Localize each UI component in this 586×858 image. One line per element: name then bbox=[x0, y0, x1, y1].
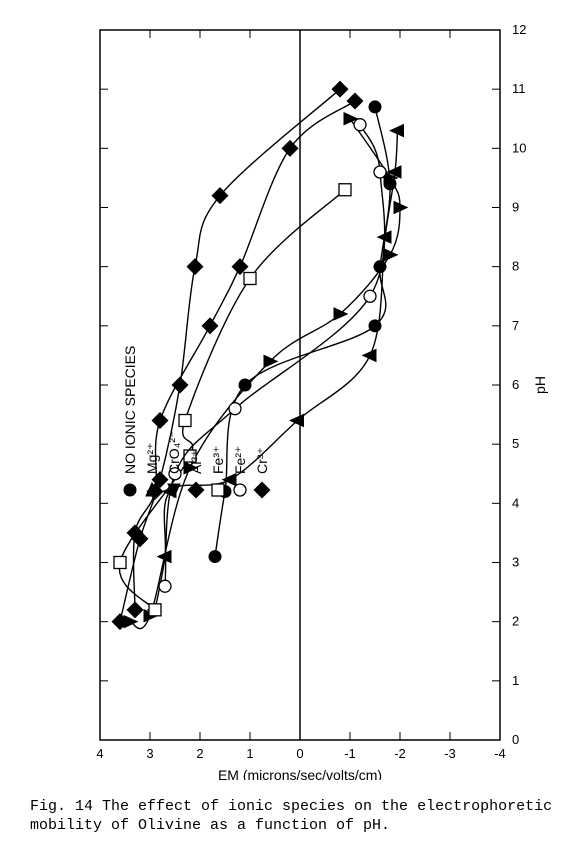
svg-text:EM (microns/sec/volts/cm): EM (microns/sec/volts/cm) bbox=[218, 767, 382, 780]
svg-text:-2: -2 bbox=[394, 746, 406, 761]
svg-text:NO IONIC SPECIES: NO IONIC SPECIES bbox=[122, 346, 138, 474]
svg-text:-1: -1 bbox=[344, 746, 356, 761]
svg-text:Fe³⁺: Fe³⁺ bbox=[210, 446, 226, 474]
svg-text:5: 5 bbox=[512, 436, 519, 451]
svg-text:4: 4 bbox=[96, 746, 103, 761]
figure-caption: Fig. 14 The effect of ionic species on t… bbox=[30, 798, 556, 836]
svg-text:Mg²⁺: Mg²⁺ bbox=[144, 443, 160, 475]
svg-text:6: 6 bbox=[512, 377, 519, 392]
svg-text:pH: pH bbox=[532, 376, 548, 394]
svg-text:CrO₄²⁻: CrO₄²⁻ bbox=[166, 431, 182, 474]
svg-text:2: 2 bbox=[512, 614, 519, 629]
svg-text:1: 1 bbox=[246, 746, 253, 761]
svg-text:0: 0 bbox=[512, 732, 519, 747]
svg-text:-3: -3 bbox=[444, 746, 456, 761]
svg-text:7: 7 bbox=[512, 318, 519, 333]
svg-text:Al³⁺: Al³⁺ bbox=[188, 450, 204, 475]
svg-text:2: 2 bbox=[196, 746, 203, 761]
svg-text:-4: -4 bbox=[494, 746, 506, 761]
svg-text:Fe²⁺: Fe²⁺ bbox=[232, 446, 248, 474]
svg-text:12: 12 bbox=[512, 22, 526, 37]
svg-text:0: 0 bbox=[296, 746, 303, 761]
svg-text:10: 10 bbox=[512, 140, 526, 155]
svg-text:11: 11 bbox=[512, 81, 526, 96]
svg-text:3: 3 bbox=[512, 555, 519, 570]
svg-text:Cr³⁺: Cr³⁺ bbox=[254, 447, 270, 474]
svg-text:1: 1 bbox=[512, 673, 519, 688]
svg-text:9: 9 bbox=[512, 200, 519, 215]
svg-text:4: 4 bbox=[512, 495, 519, 510]
svg-text:8: 8 bbox=[512, 259, 519, 274]
chart-container: -4-3-2-101234EM (microns/sec/volts/cm)01… bbox=[0, 0, 586, 780]
svg-text:3: 3 bbox=[146, 746, 153, 761]
mobility-chart: -4-3-2-101234EM (microns/sec/volts/cm)01… bbox=[0, 0, 586, 780]
